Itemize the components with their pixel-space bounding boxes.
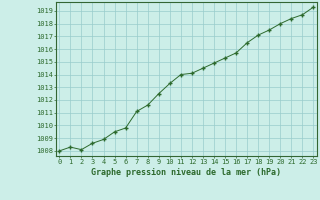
X-axis label: Graphe pression niveau de la mer (hPa): Graphe pression niveau de la mer (hPa) bbox=[92, 168, 281, 177]
